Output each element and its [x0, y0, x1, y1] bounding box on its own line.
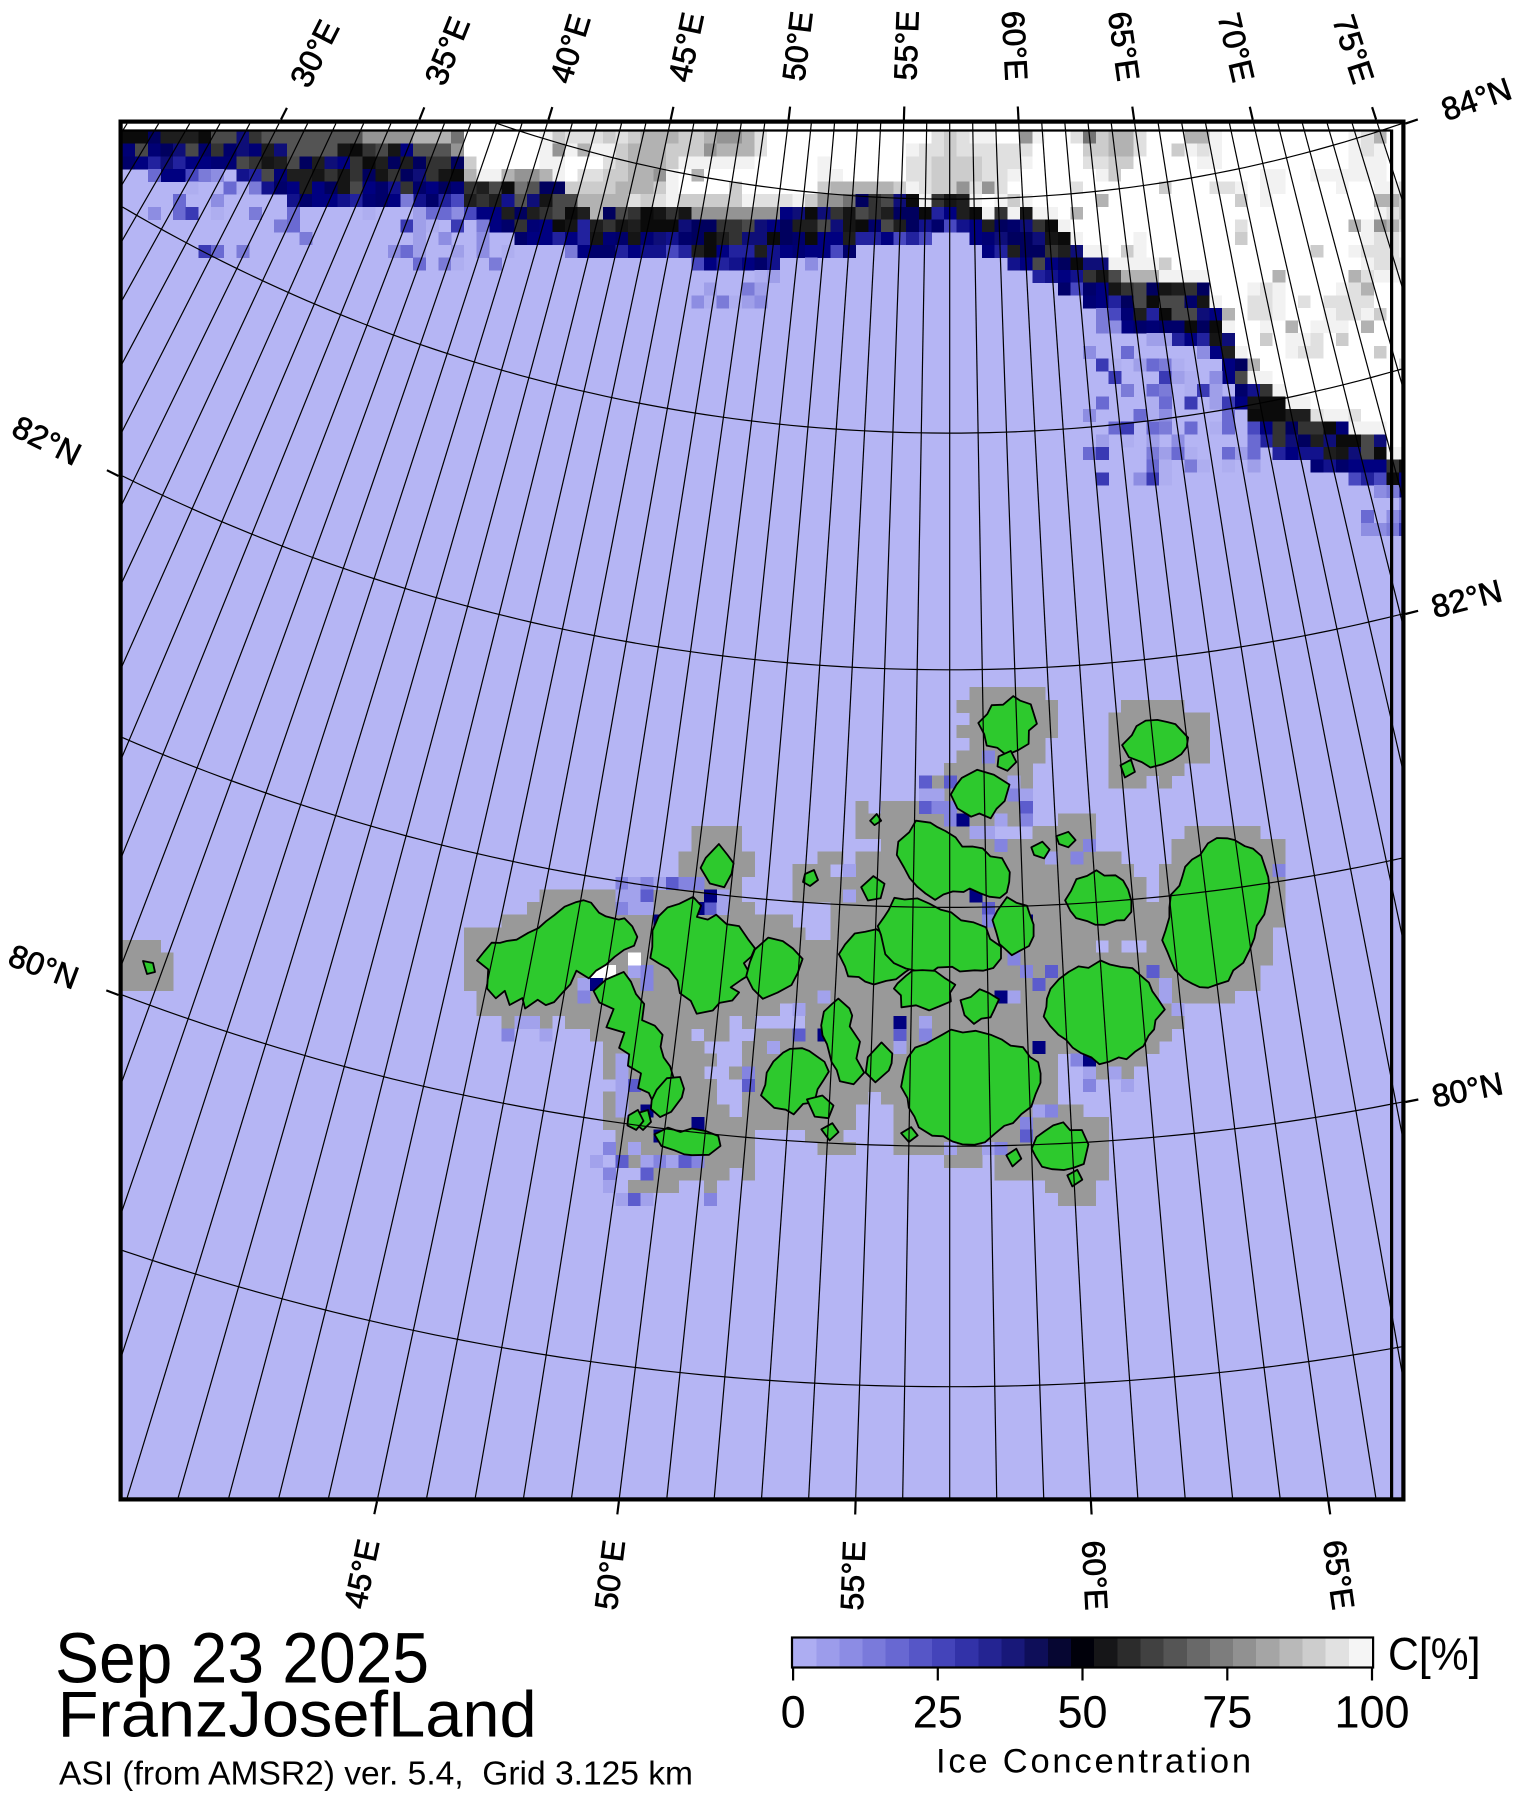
svg-text:75: 75 — [1202, 1687, 1252, 1738]
svg-text:55°E: 55°E — [887, 10, 925, 81]
svg-text:60°E: 60°E — [995, 10, 1035, 82]
svg-text:55°E: 55°E — [834, 1540, 872, 1611]
svg-text:FranzJosefLand: FranzJosefLand — [58, 1678, 537, 1751]
svg-text:60°E: 60°E — [1075, 1540, 1115, 1612]
svg-text:25: 25 — [913, 1687, 963, 1738]
svg-text:100: 100 — [1334, 1687, 1409, 1738]
svg-text:Ice Concentration: Ice Concentration — [936, 1743, 1251, 1781]
svg-text:ASI (from AMSR2) ver. 5.4, Gr: ASI (from AMSR2) ver. 5.4, Grid 3.125 km — [59, 1756, 693, 1792]
svg-text:0: 0 — [781, 1687, 806, 1738]
svg-text:50: 50 — [1057, 1687, 1107, 1738]
svg-text:C[%]: C[%] — [1388, 1629, 1481, 1680]
